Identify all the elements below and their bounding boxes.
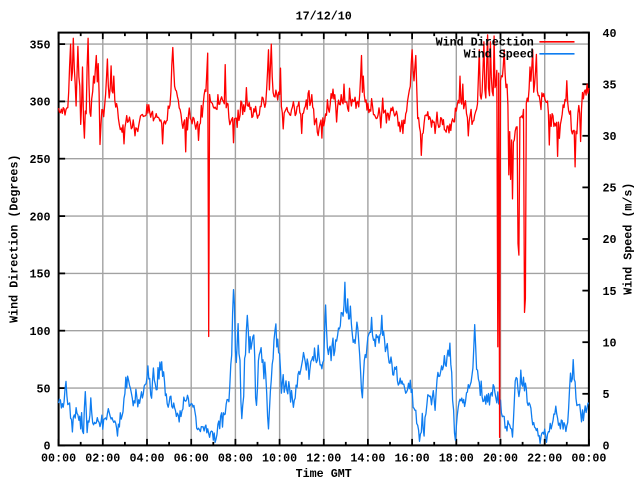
svg-text:300: 300 [29,96,50,110]
svg-text:08:00: 08:00 [218,452,253,466]
svg-text:0: 0 [603,440,610,454]
svg-text:35: 35 [603,78,617,92]
svg-text:00:00: 00:00 [571,452,606,466]
svg-text:150: 150 [29,268,50,282]
svg-text:Wind Direction: Wind Direction [436,36,534,50]
svg-text:04:00: 04:00 [129,452,164,466]
svg-text:Wind Direction (Degrees): Wind Direction (Degrees) [8,155,22,323]
svg-text:02:00: 02:00 [85,452,120,466]
svg-text:200: 200 [29,210,50,224]
svg-text:17/12/10: 17/12/10 [296,10,352,24]
svg-text:18:00: 18:00 [439,452,474,466]
svg-text:10: 10 [603,336,617,350]
svg-text:250: 250 [29,153,50,167]
svg-text:50: 50 [36,382,50,396]
svg-text:15: 15 [603,285,617,299]
svg-text:30: 30 [603,130,617,144]
svg-text:12:00: 12:00 [306,452,341,466]
svg-text:Time GMT: Time GMT [296,467,352,480]
svg-text:16:00: 16:00 [395,452,430,466]
svg-text:Wind Speed: Wind Speed [464,48,534,62]
svg-text:22:00: 22:00 [527,452,562,466]
svg-text:06:00: 06:00 [174,452,209,466]
svg-text:20: 20 [603,233,617,247]
svg-text:0: 0 [43,440,50,454]
svg-text:350: 350 [29,38,50,52]
svg-text:00:00: 00:00 [41,452,76,466]
svg-text:Wind Speed (m/s): Wind Speed (m/s) [621,183,635,295]
svg-text:20:00: 20:00 [483,452,518,466]
svg-text:10:00: 10:00 [262,452,297,466]
svg-text:14:00: 14:00 [350,452,385,466]
svg-text:25: 25 [603,182,617,196]
svg-text:5: 5 [603,388,610,402]
svg-text:100: 100 [29,325,50,339]
svg-text:40: 40 [603,27,617,41]
